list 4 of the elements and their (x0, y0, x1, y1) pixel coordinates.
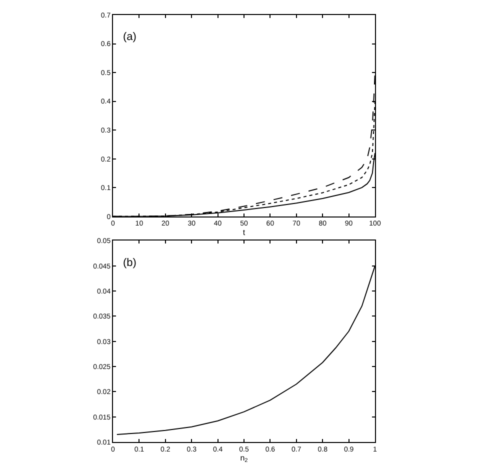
annotation: (b) (123, 257, 136, 269)
x-axis-title: t (242, 228, 246, 237)
x-axis-title: n$_{2}$ (240, 454, 248, 464)
annotation: (a) (123, 31, 136, 43)
